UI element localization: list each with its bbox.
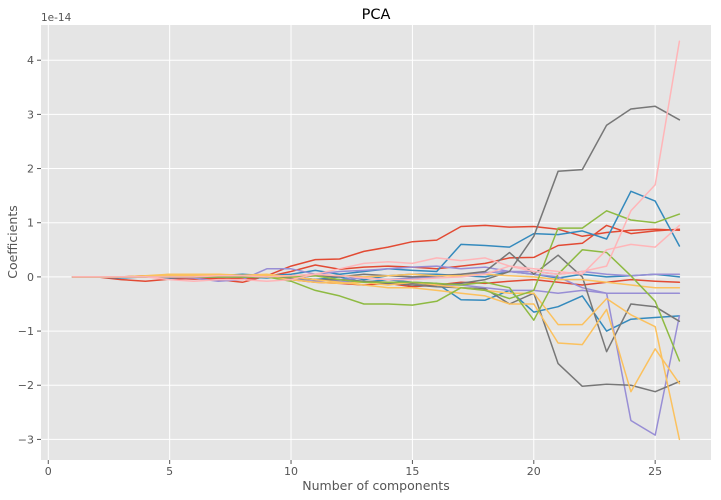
y-tick-label: 0 bbox=[27, 271, 34, 284]
series-line-19 bbox=[71, 224, 681, 281]
y-tick-label: 2 bbox=[27, 163, 34, 176]
series-line-1 bbox=[71, 224, 681, 284]
x-tick-label: 0 bbox=[45, 465, 52, 478]
y-tick-label: 1 bbox=[27, 217, 34, 230]
series-line-14 bbox=[71, 273, 681, 441]
x-tick-label: 10 bbox=[284, 465, 298, 478]
plot-background bbox=[41, 25, 711, 460]
y-tick-label: −3 bbox=[18, 433, 34, 446]
chart-title: PCA bbox=[362, 7, 391, 23]
x-tick-label: 25 bbox=[648, 465, 662, 478]
x-axis-label: Number of components bbox=[302, 478, 449, 493]
y-tick-label: −2 bbox=[18, 379, 34, 392]
series-line-15 bbox=[71, 273, 681, 289]
y-offset-label: 1e-14 bbox=[41, 12, 72, 24]
y-tick-label: 3 bbox=[27, 108, 34, 121]
x-axis-ticks: 0 5 10 15 20 25 bbox=[45, 460, 662, 478]
y-axis-label: Coefficients bbox=[5, 205, 20, 279]
x-tick-label: 20 bbox=[527, 465, 541, 478]
y-axis-ticks: −3 −2 −1 0 1 2 3 4 bbox=[18, 54, 41, 446]
y-tick-label: −1 bbox=[18, 325, 34, 338]
series-layer bbox=[71, 40, 681, 441]
grid bbox=[41, 25, 711, 460]
series-line-18 bbox=[71, 40, 681, 282]
y-tick-label: 4 bbox=[27, 54, 34, 67]
x-tick-label: 5 bbox=[166, 465, 173, 478]
x-tick-label: 15 bbox=[405, 465, 419, 478]
